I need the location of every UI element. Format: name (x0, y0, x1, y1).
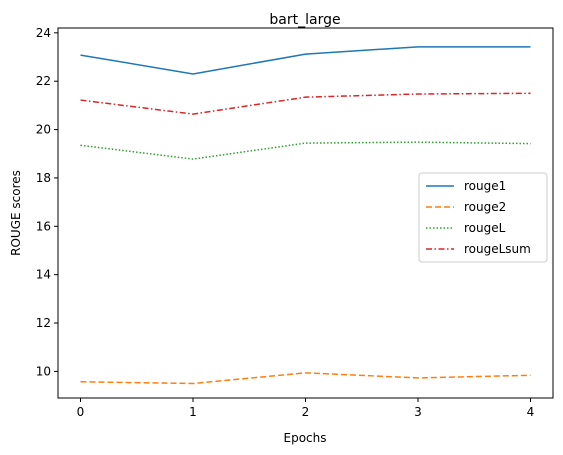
series-line-rouge1 (80, 46, 531, 75)
series-line-rougeL (80, 141, 531, 160)
legend-label-rougeL: rougeL (464, 221, 506, 235)
legend-label-rougeLsum: rougeLsum (464, 242, 531, 256)
x-tick-label: 2 (302, 405, 310, 419)
x-tick-label: 0 (77, 405, 85, 419)
x-axis-label: Epochs (284, 431, 327, 445)
legend: rouge1 rouge2 rougeL rougeLsum (418, 172, 548, 263)
plot-area (80, 46, 531, 385)
y-tick-label: 16 (36, 219, 51, 233)
y-tick-label: 10 (36, 364, 51, 378)
legend-box (418, 172, 548, 263)
x-tick-label: 3 (414, 405, 422, 419)
legend-label-rouge1: rouge1 (464, 179, 506, 193)
y-tick-label: 22 (36, 74, 51, 88)
series-line-rouge2 (80, 372, 531, 385)
x-tick-label: 1 (189, 405, 197, 419)
y-tick-label: 20 (36, 123, 51, 137)
x-axis: 0 1 2 3 4 (77, 398, 535, 419)
y-tick-label: 18 (36, 171, 51, 185)
legend-label-rouge2: rouge2 (464, 200, 506, 214)
y-axis-label: ROUGE scores (9, 170, 23, 256)
series-line-rougeLsum (80, 92, 531, 115)
y-tick-label: 24 (36, 26, 51, 40)
x-tick-label: 4 (527, 405, 535, 419)
y-tick-label: 14 (36, 268, 51, 282)
y-tick-label: 12 (36, 316, 51, 330)
chart-title: bart_large (269, 12, 340, 28)
y-axis: 10 12 14 16 18 20 22 24 (36, 26, 58, 378)
